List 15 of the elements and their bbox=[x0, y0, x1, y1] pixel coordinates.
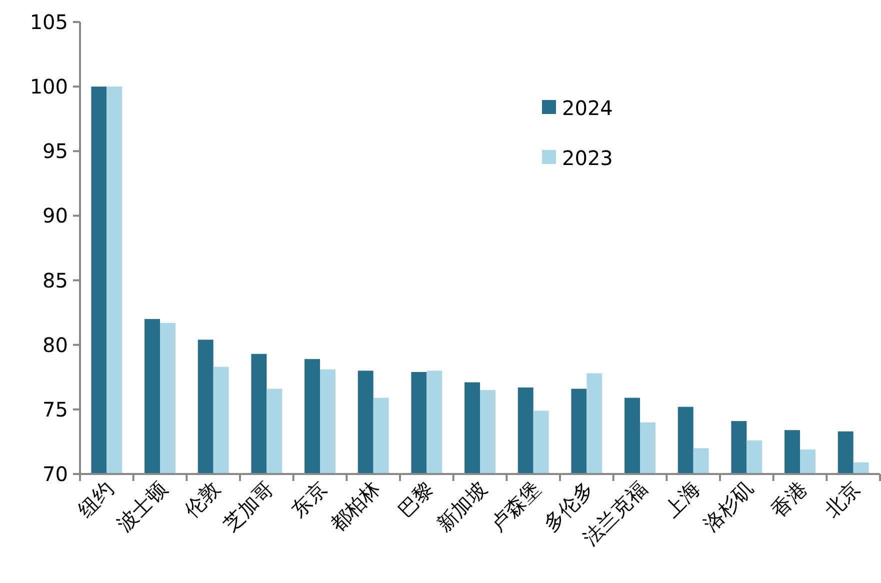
y-tick-label: 70 bbox=[42, 462, 68, 486]
y-tick-label: 80 bbox=[42, 332, 68, 357]
legend-label: 2024 bbox=[562, 96, 613, 120]
x-tick-label: 香港 bbox=[766, 476, 812, 522]
x-tick-label: 新加坡 bbox=[432, 476, 492, 536]
y-tick-label: 90 bbox=[42, 204, 68, 228]
y-tick-label: 100 bbox=[30, 74, 68, 99]
y-tick-label: 85 bbox=[42, 268, 68, 292]
y-tick-label: 95 bbox=[42, 139, 68, 164]
y-tick-label: 105 bbox=[30, 10, 68, 34]
legend-label: 2023 bbox=[562, 146, 613, 170]
x-tick-label: 东京 bbox=[286, 476, 332, 522]
x-tick-label: 洛杉矶 bbox=[698, 476, 758, 536]
y-tick-label: 75 bbox=[42, 397, 68, 422]
x-tick-label: 北京 bbox=[820, 476, 865, 522]
